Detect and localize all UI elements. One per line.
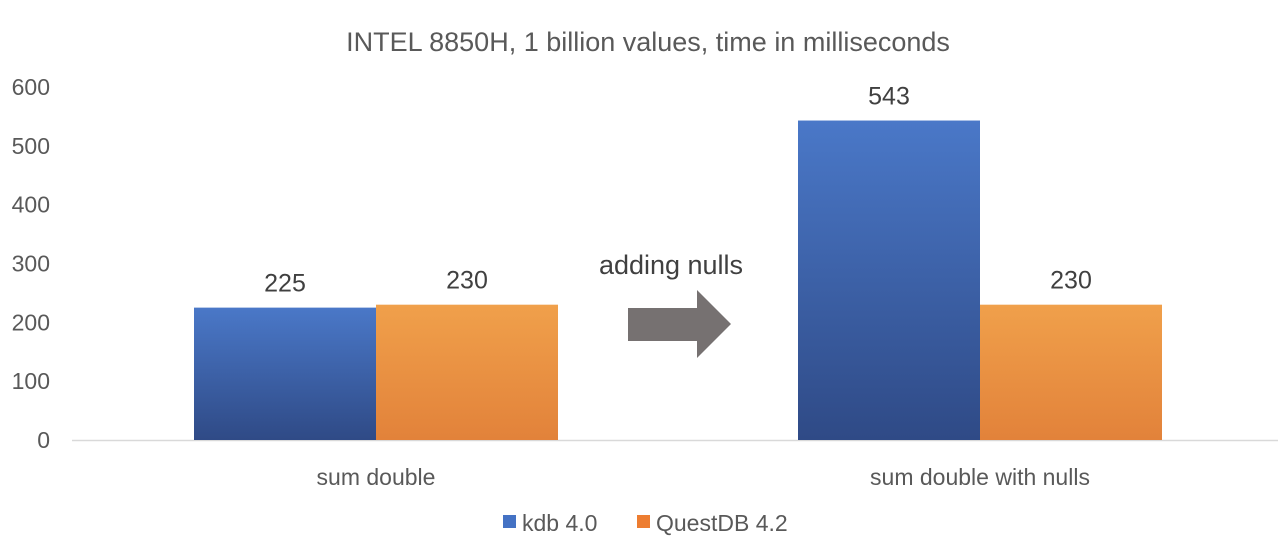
data-label: 230 bbox=[1050, 267, 1092, 295]
y-tick-label: 0 bbox=[37, 427, 50, 453]
annotation: adding nulls bbox=[599, 250, 743, 358]
legend-label: QuestDB 4.2 bbox=[656, 510, 788, 536]
y-tick-label: 200 bbox=[12, 309, 50, 335]
x-tick-label: sum double bbox=[317, 464, 436, 490]
bar bbox=[980, 304, 1162, 440]
y-axis: 0 100 200 300 400 500 600 bbox=[12, 74, 50, 453]
x-tick-label: sum double with nulls bbox=[870, 464, 1090, 490]
category-labels: sum double sum double with nulls bbox=[317, 464, 1090, 490]
legend-swatch bbox=[503, 515, 516, 528]
y-tick-label: 100 bbox=[12, 368, 50, 394]
bars bbox=[194, 120, 1162, 440]
legend-label: kdb 4.0 bbox=[522, 510, 597, 536]
bar bbox=[798, 120, 980, 440]
right-arrow-icon bbox=[628, 290, 731, 358]
data-label: 230 bbox=[446, 267, 488, 295]
bar bbox=[376, 304, 558, 440]
data-label: 225 bbox=[264, 270, 306, 298]
y-tick-label: 300 bbox=[12, 251, 50, 277]
bar bbox=[194, 307, 376, 440]
annotation-label: adding nulls bbox=[599, 250, 743, 280]
legend-swatch bbox=[637, 515, 650, 528]
y-tick-label: 400 bbox=[12, 192, 50, 218]
data-labels: 225 230 543 230 bbox=[264, 83, 1092, 298]
y-tick-label: 500 bbox=[12, 133, 50, 159]
chart-title: INTEL 8850H, 1 billion values, time in m… bbox=[346, 27, 950, 57]
legend: kdb 4.0 QuestDB 4.2 bbox=[503, 510, 788, 536]
y-tick-label: 600 bbox=[12, 74, 50, 100]
data-label: 543 bbox=[868, 83, 910, 111]
